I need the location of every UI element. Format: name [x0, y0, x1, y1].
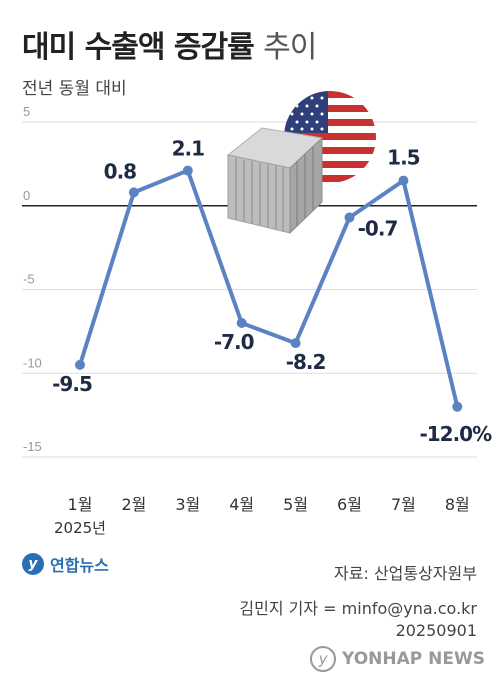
watermark-text: YONHAP NEWS — [342, 649, 485, 669]
logo-text: 연합뉴스 — [50, 556, 109, 575]
data-labels: -9.5 0.8 2.1 -7.0 -8.2 -0.7 1.5 -12.0% — [50, 135, 495, 448]
data-point — [398, 175, 409, 186]
series-line — [78, 168, 460, 409]
data-points — [75, 165, 463, 412]
source-note: 자료: 산업통상자원부 — [334, 564, 477, 583]
x-tick-label: 4월 — [229, 495, 254, 514]
x-tick-label: 1월 — [68, 495, 93, 514]
page-title: 대미 수출액 증감률 추이 — [22, 22, 317, 66]
data-label: 0.8 — [104, 159, 137, 183]
x-tick-label: 3월 — [175, 495, 200, 514]
credit-date: 20250901 — [395, 621, 477, 640]
y-tick-label: 5 — [23, 104, 30, 119]
yonhap-logo-icon: y — [22, 553, 44, 575]
x-tick-label: 7월 — [391, 495, 416, 514]
year-label: 2025년 — [54, 519, 106, 537]
data-label: -7.0 — [214, 330, 254, 354]
title-light: 추이 — [263, 30, 317, 65]
y-tick-label: 0 — [23, 188, 30, 203]
x-axis-labels: 1월 2월 3월 4월 5월 6월 7월 8월 2025년 — [54, 495, 470, 537]
credit-reporter: 김민지 기자 = minfo@yna.co.kr — [239, 599, 477, 618]
watermark-logo-icon: y — [310, 646, 337, 672]
data-point — [290, 338, 301, 349]
x-tick-label: 6월 — [337, 495, 362, 514]
data-point — [128, 187, 139, 198]
y-tick-label: -10 — [23, 355, 42, 370]
data-label: -9.5 — [52, 372, 92, 396]
data-point — [344, 212, 355, 223]
y-tick-label: -15 — [23, 439, 42, 454]
y-tick-label: -5 — [23, 272, 35, 287]
yonhap-logo: y 연합뉴스 — [22, 552, 109, 576]
data-point — [236, 318, 247, 328]
data-label: -12.0% — [419, 422, 492, 446]
data-label: -0.7 — [358, 216, 398, 240]
watermark: y YONHAP NEWS — [310, 646, 485, 672]
data-label: -8.2 — [286, 350, 326, 374]
shipping-container-icon — [226, 127, 324, 235]
page-subtitle: 전년 동월 대비 — [22, 79, 127, 99]
y-axis-ticks: 5 0 -5 -10 -15 — [23, 104, 42, 454]
title-bold: 대미 수출액 증감률 — [22, 30, 255, 65]
credit: 김민지 기자 = minfo@yna.co.kr 20250901 — [239, 598, 477, 642]
data-label: 2.1 — [172, 137, 205, 161]
data-point — [75, 359, 85, 370]
x-tick-label: 2월 — [121, 495, 146, 514]
x-tick-label: 5월 — [283, 495, 308, 514]
data-point — [452, 401, 463, 412]
x-tick-label: 8월 — [445, 495, 470, 514]
data-label: 1.5 — [387, 146, 420, 170]
data-point — [182, 165, 193, 176]
